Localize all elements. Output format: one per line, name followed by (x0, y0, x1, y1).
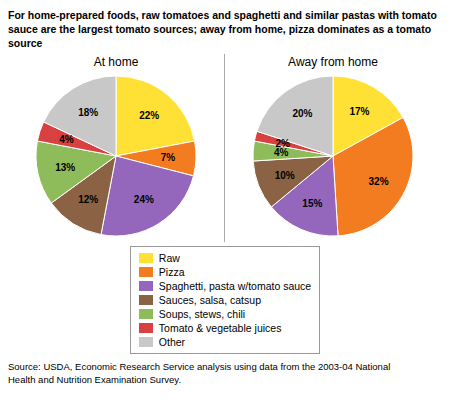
html-text:For home-prepared foods, raw t: For home-prepared foods, raw tomatoes an… (8, 9, 437, 49)
html-text:Soups, stews, chili: Soups, stews, chili (158, 308, 246, 320)
svg-text:13%: 13% (55, 162, 75, 173)
html-text:At home: At home (93, 55, 139, 69)
html-text:Away from home: Away from home (288, 55, 378, 69)
svg-text:12%: 12% (78, 194, 98, 205)
svg-text:18%: 18% (78, 107, 98, 118)
html-text:Other: Other (158, 336, 186, 348)
svg-text:2%: 2% (275, 138, 290, 149)
svg-text:22%: 22% (139, 110, 159, 121)
html-text:Source: USDA, Economic Researc: Source: USDA, Economic Research Service … (8, 361, 391, 385)
html-text:Tomato & vegetable juices: Tomato & vegetable juices (158, 322, 282, 334)
svg-text:24%: 24% (134, 194, 154, 205)
svg-text:15%: 15% (302, 198, 322, 209)
html-text:Sauces, salsa, catsup: Sauces, salsa, catsup (158, 294, 261, 306)
svg-text:4%: 4% (59, 134, 74, 145)
svg-text:7%: 7% (161, 152, 176, 163)
html-text:Raw: Raw (158, 252, 180, 264)
svg-text:17%: 17% (349, 106, 369, 117)
html-text:Pizza: Pizza (158, 266, 185, 278)
svg-text:32%: 32% (369, 176, 389, 187)
svg-text:4%: 4% (274, 147, 289, 158)
svg-text:20%: 20% (292, 108, 312, 119)
html-text:Spaghetti, pasta w/tomato sauc: Spaghetti, pasta w/tomato sauce (158, 280, 312, 292)
svg-text:10%: 10% (275, 170, 295, 181)
